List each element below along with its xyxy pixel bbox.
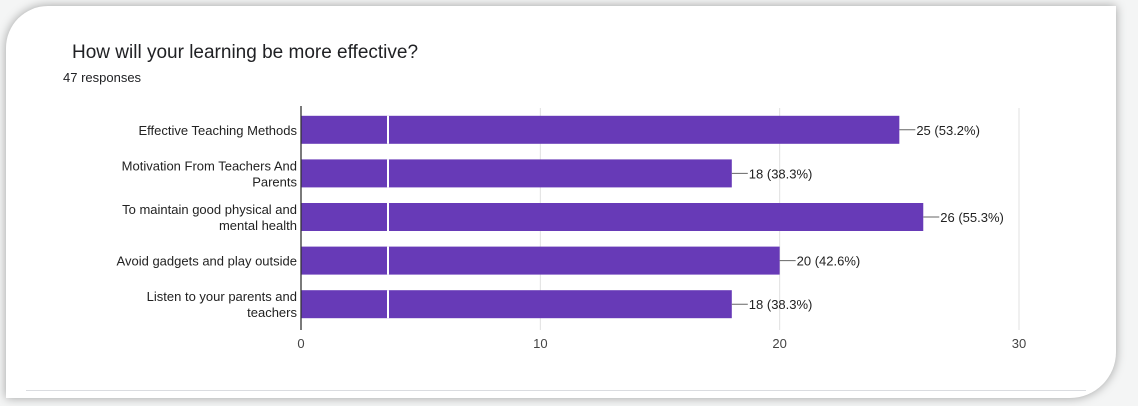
bar [301,290,732,319]
category-label: teachers [247,305,297,320]
response-count: 47 responses [63,70,142,85]
x-tick-label: 20 [772,336,786,351]
category-label: Motivation From Teachers And [122,158,297,173]
x-tick-label: 10 [533,336,547,351]
category-label: mental health [219,218,297,233]
bar [301,115,900,144]
x-tick-label: 30 [1012,336,1026,351]
category-label: Avoid gadgets and play outside [117,254,297,269]
category-label: To maintain good physical and [122,202,297,217]
bar [301,159,732,188]
category-label: Listen to your parents and [147,289,297,304]
data-label: 26 (55.3%) [940,210,1004,225]
bar [301,203,924,231]
data-label: 20 (42.6%) [797,254,861,269]
bar [301,246,780,275]
card-divider [26,390,1086,391]
data-label: 18 (38.3%) [749,166,813,181]
data-label: 18 (38.3%) [749,297,813,312]
bar-chart: 0 10 20 30 Effective Teaching Methods 25 (53.… [117,106,1026,351]
question-title: How will your learning be more effective… [72,42,419,63]
question-card: How will your learning be more effective… [6,6,1116,398]
x-tick-label: 0 [297,336,304,351]
category-label: Parents [252,174,297,189]
category-label: Effective Teaching Methods [138,123,297,138]
data-label: 25 (53.2%) [916,123,980,138]
